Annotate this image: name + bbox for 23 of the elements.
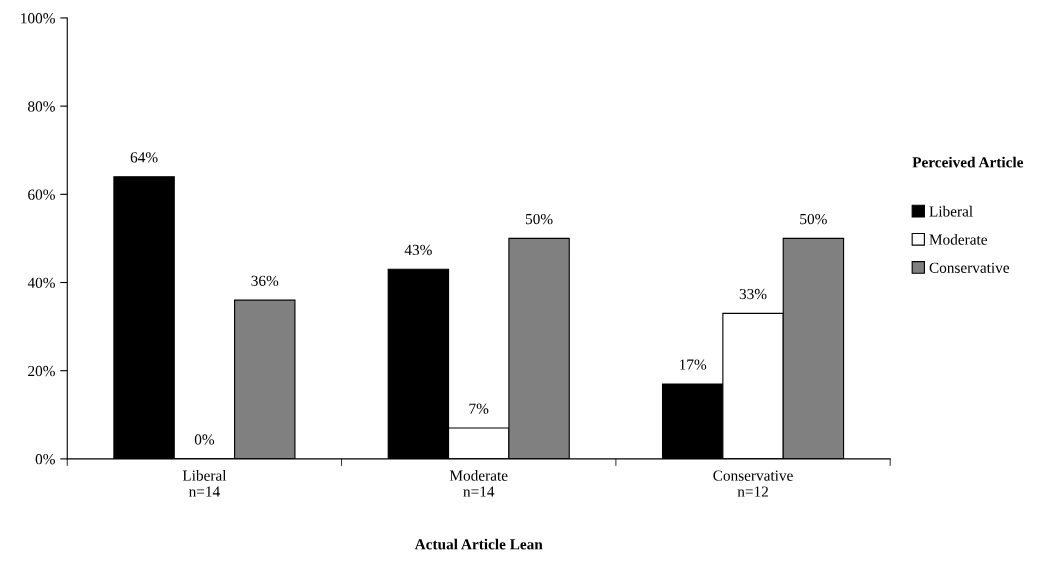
y-tick-label: 40%	[27, 277, 55, 289]
y-tick-label: 20%	[28, 365, 55, 377]
x-tick-label: Liberal n=14	[182, 470, 227, 497]
x-tick-label: Moderate n=14	[449, 470, 508, 497]
data-label: 7%	[469, 403, 489, 414]
data-label: 17%	[680, 359, 707, 370]
y-tick-label: 60%	[28, 189, 55, 200]
x-tick-label: Conservative n=12	[713, 470, 793, 497]
y-tick-label: 100%	[21, 13, 55, 24]
data-label: 0%	[194, 434, 215, 445]
legend-label: Moderate	[929, 234, 987, 245]
x-axis-title: Actual Article Lean	[414, 538, 543, 550]
y-tick-label: 0%	[35, 454, 55, 465]
legend-label: Liberal	[929, 205, 973, 217]
data-label: 50%	[525, 213, 553, 225]
data-label: 64%	[130, 152, 158, 163]
legend-label: Conservative	[929, 262, 1010, 273]
y-tick-label: 80%	[28, 101, 55, 112]
legend-title: Perceived Article	[912, 156, 1024, 168]
data-label: 43%	[404, 244, 432, 256]
data-label: 36%	[251, 275, 279, 286]
data-label: 33%	[739, 288, 767, 300]
data-label: 50%	[800, 213, 827, 225]
